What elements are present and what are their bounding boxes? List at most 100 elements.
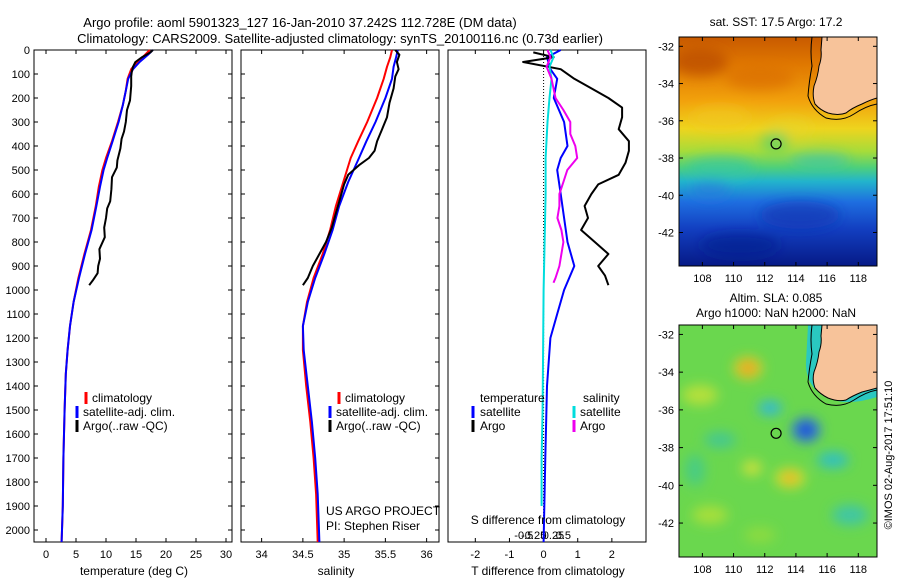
x-tick-label: 112: [756, 273, 774, 285]
x-tick-label: 10: [100, 549, 112, 561]
y-tick-label: 1800: [6, 477, 30, 489]
y-tick-label: 400: [12, 141, 30, 153]
legend-label-satellite: satellite-adj. clim.: [336, 405, 428, 419]
y-tick-label: -38: [658, 153, 674, 165]
y-tick-label: -42: [658, 518, 674, 530]
x2-tick-label: -0.25: [521, 530, 546, 542]
salinity-x-label: salinity: [318, 564, 355, 578]
x-tick-label: 112: [756, 564, 774, 576]
x-tick-label: 35.5: [375, 549, 396, 561]
x-tick-label: 0: [541, 549, 547, 561]
series-line-temperature-argo: [522, 51, 630, 286]
series-line-salinity-argo: [545, 49, 579, 284]
y-tick-label: 700: [12, 213, 30, 225]
y-tick-label: 1700: [6, 453, 30, 465]
y-tick-label: 500: [12, 165, 30, 177]
x-tick-label: 15: [130, 549, 142, 561]
temperature-panel: 0100200300400500600700800900100011001200…: [6, 45, 233, 578]
x-tick-label: 110: [725, 273, 743, 285]
temperature-x-ticks: 0 5 10 15 20 25 30: [43, 50, 232, 561]
x-tick-label: 34: [256, 549, 268, 561]
x2-tick-label: 0.5: [556, 530, 571, 542]
series-line-temperature-satellite: [542, 49, 576, 543]
sst-coast-contour: [807, 37, 877, 120]
x-tick-label: 108: [693, 273, 711, 285]
y-tick-label: 1400: [6, 381, 30, 393]
difference-legend: temperature salinity satellite Argo sate…: [471, 391, 621, 433]
temperature-x-label: temperature (deg C): [80, 564, 188, 578]
x-tick-label: 0: [43, 549, 49, 561]
x-tick-label: -2: [470, 549, 480, 561]
sla-land: [812, 325, 877, 402]
legend-label-s-satellite: satellite: [580, 405, 621, 419]
x-tick-label: 1: [575, 549, 581, 561]
sla-x-ticks: 108 110 112 114 116 118: [693, 325, 867, 576]
sst-map-frame: [678, 36, 878, 267]
x-tick-label: 116: [818, 273, 836, 285]
legend-label-s-argo: Argo: [580, 419, 606, 433]
sst-heatmap: [679, 37, 877, 266]
copyright-stamp: ©IMOS 02-Aug-2017 17:51:10: [883, 381, 895, 530]
y-tick-label: 100: [12, 69, 30, 81]
x-tick-label: 36: [421, 549, 433, 561]
legend-label-climatology: climatology: [345, 391, 405, 405]
y-tick-label: 900: [12, 261, 30, 273]
legend-title-salinity: salinity: [583, 391, 620, 405]
x-tick-label: 108: [693, 564, 711, 576]
legend-label-t-satellite: satellite: [480, 405, 521, 419]
argo-position-marker: [770, 138, 782, 150]
x2-tick-label: -0.5: [514, 530, 533, 542]
series-line-argo-raw-qc: [88, 49, 154, 286]
project-annotation: US ARGO PROJECT: [326, 504, 441, 518]
series-line-satellite-adj-clim: [60, 49, 154, 543]
y-tick-label: -34: [658, 79, 674, 91]
x-tick-label: 2: [609, 549, 615, 561]
x-tick-label: 114: [787, 273, 805, 285]
legend-label-climatology: climatology: [92, 391, 152, 405]
salinity-lines: [301, 49, 401, 543]
x-tick-label: 35: [338, 549, 350, 561]
y-tick-label: 0: [24, 45, 30, 57]
sst-map-title: sat. SST: 17.5 Argo: 17.2: [710, 15, 843, 29]
sst-x-ticks: 108 110 112 114 116 118: [693, 37, 867, 285]
y-tick-label: 800: [12, 237, 30, 249]
legend-label-argo: Argo(..raw -QC): [336, 419, 421, 433]
y-tick-label: 1100: [6, 309, 30, 321]
legend-title-temperature: temperature: [480, 391, 545, 405]
difference-x-ticks: -2 -1 0 1 2: [470, 50, 615, 561]
x-tick-label: 116: [818, 564, 836, 576]
y-tick-label: 1600: [6, 429, 30, 441]
difference-panel: -2 -1 0 1 2 -0.5-0.25 0 0.250.5 S difference f…: [447, 49, 647, 578]
pi-annotation: PI: Stephen Riser: [326, 519, 420, 533]
temperature-axes-frame: [33, 49, 233, 543]
x2-tick-label: 0.25: [543, 530, 564, 542]
x-tick-label: 110: [725, 564, 743, 576]
y-tick-label: -32: [658, 41, 674, 53]
salinity-x-ticks: 34 34.5 35 35.5 36: [256, 50, 433, 561]
header-line-1: Argo profile: aoml 5901323_127 16-Jan-20…: [83, 15, 516, 30]
x-tick-label: 118: [850, 564, 868, 576]
x-tick-label: 118: [850, 273, 868, 285]
series-line-satellite-adj-clim: [301, 49, 399, 543]
x-tick-label: 114: [787, 564, 805, 576]
sla-texture: [682, 357, 868, 543]
x-tick-label: 20: [160, 549, 172, 561]
argo-position-marker: [770, 427, 782, 439]
sst-texture: [679, 48, 850, 257]
temperature-legend: climatology satellite-adj. clim. Argo(..…: [75, 391, 175, 433]
sst-y-ticks: -32 -34 -36 -38 -40 -42: [658, 41, 877, 239]
temperature-lines: [60, 49, 154, 543]
sla-map-subtitle: Argo h1000: NaN h2000: NaN: [696, 306, 856, 320]
salinity-panel: 34 34.5 35 35.5 36 salinity climatology sate…: [240, 49, 441, 578]
y-tick-label: -38: [658, 443, 674, 455]
legend-label-t-argo: Argo: [480, 419, 506, 433]
sst-land: [812, 37, 877, 115]
sla-map-panel: Altim. SLA: 0.085 Argo h1000: NaN h2000:…: [658, 291, 878, 576]
sla-coast-contour: [807, 325, 877, 406]
y-tick-label: -36: [658, 116, 674, 128]
series-line-argo-raw-qc: [302, 49, 401, 286]
x-tick-label: 30: [220, 549, 232, 561]
sst-map-panel: sat. SST: 17.5 Argo: 17.2 -32 -34 -36 -38 -4…: [658, 15, 878, 285]
y-tick-label: -34: [658, 367, 674, 379]
